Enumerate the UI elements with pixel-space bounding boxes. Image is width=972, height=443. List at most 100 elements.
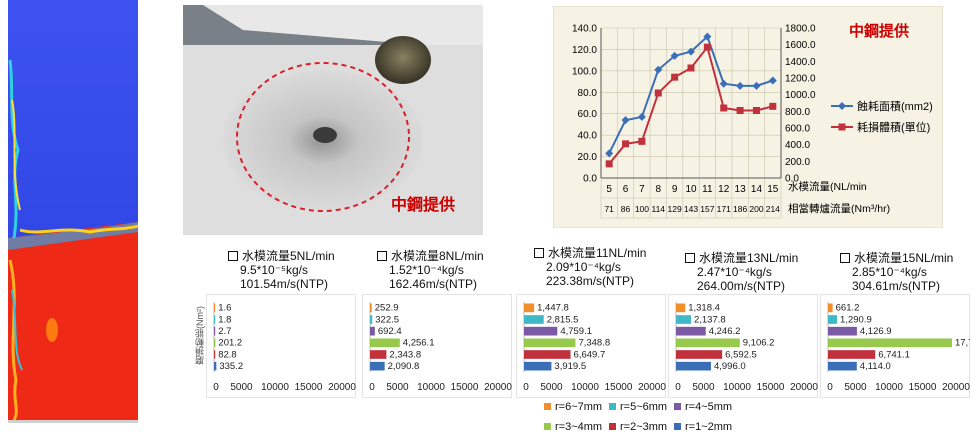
- x-tick-label: 15: [767, 184, 779, 195]
- x-tick-label: 10000: [417, 382, 445, 393]
- x2-tick-label: 171: [717, 204, 731, 214]
- legend-swatch: [544, 403, 551, 410]
- x-tick-label: 5000: [386, 382, 409, 393]
- flow-velocity: 162.46m/s(NTP): [389, 277, 478, 291]
- legend-item-r1-2: r=1~2mm: [674, 421, 732, 433]
- y-right-tick-label: 1000.0: [785, 90, 816, 101]
- data-point-area: [654, 65, 663, 74]
- flow-label-5: 水模流量5NL/min 9.5*10⁻⁵kg/s 101.54m/s(NTP): [228, 249, 335, 291]
- legend-label-area: 蝕耗面積(mm2): [857, 99, 933, 113]
- y-right-tick-label: 1800.0: [785, 24, 816, 35]
- bar-r1-2: [214, 361, 217, 371]
- line-chart-x-label: 水模流量(NL/min: [788, 180, 867, 193]
- legend-label: r=4~5mm: [685, 401, 733, 413]
- bar-r6-7: [524, 303, 535, 313]
- legend-label: r=5~6mm: [620, 401, 668, 413]
- bar-r4-5: [524, 326, 558, 336]
- x-tick-label: 15000: [757, 382, 785, 393]
- x-tick-label: 0: [369, 382, 375, 393]
- x2-tick-label: 214: [766, 204, 780, 214]
- bar-value-label: 9,106.2: [743, 338, 775, 349]
- y-right-tick-label: 200.0: [785, 157, 810, 168]
- bar-value-label: 335.2: [219, 361, 243, 372]
- flow-title: 水模流量13NL/min: [699, 251, 799, 265]
- bar-r3-4: [676, 338, 740, 348]
- bar-value-label: 2.7: [218, 326, 231, 337]
- legend-label: r=3~4mm: [555, 421, 603, 433]
- x-tick-label: 15000: [605, 382, 633, 393]
- x-tick-label: 5000: [230, 382, 253, 393]
- bar-value-label: 2,090.8: [388, 361, 420, 372]
- y-right-tick-label: 1400.0: [785, 57, 816, 68]
- bar-value-label: 3,919.5: [554, 361, 586, 372]
- legend-label: r=6~7mm: [555, 401, 603, 413]
- bar-r2-3: [214, 350, 216, 359]
- flow-mass-rate: 2.85*10⁻⁴kg/s: [852, 265, 927, 279]
- bar-r3-4: [214, 338, 216, 348]
- x-tick-label: 9: [672, 184, 678, 195]
- bar-r1-2: [676, 361, 711, 371]
- x-tick-label: 14: [751, 184, 763, 195]
- bar-r4-5: [370, 326, 375, 336]
- legend-label-weight: 耗損體積(單位): [857, 120, 930, 134]
- bar-r2-3: [828, 350, 876, 359]
- flow-label-11: 水模流量11NL/min 2.09*10⁻⁴kg/s 223.38m/s(NTP…: [534, 246, 646, 288]
- legend-marker-area: [838, 102, 846, 110]
- x-tick-label: 20000: [638, 382, 666, 393]
- x-tick-label: 10000: [571, 382, 599, 393]
- bar-value-label: 2,137.8: [694, 314, 726, 325]
- x-tick-label: 15000: [295, 382, 323, 393]
- flow-velocity: 101.54m/s(NTP): [240, 277, 329, 291]
- y-left-tick-label: 0.0: [583, 174, 597, 185]
- data-point-weight: [720, 104, 728, 112]
- data-point-weight: [622, 140, 630, 148]
- flow-velocity: 264.00m/s(NTP): [697, 279, 786, 293]
- data-point-area: [752, 81, 761, 90]
- x-tick-label: 0: [213, 382, 219, 393]
- legend-item-r4-5: r=4~5mm: [674, 401, 732, 413]
- x-tick-label: 15000: [909, 382, 937, 393]
- x-tick-label: 12: [718, 184, 730, 195]
- legend-item-r5-6: r=5~6mm: [609, 401, 667, 413]
- legend-item-r2-3: r=2~3mm: [609, 421, 667, 433]
- simulation-contour-image: [0, 0, 146, 443]
- bar-chart-15: 661.21,290.94,126.9 17,709.6 6,741.14,114.…: [820, 294, 970, 398]
- checkbox-square-icon: [840, 253, 850, 263]
- line-chart-credit: 中鋼提供: [849, 22, 909, 40]
- flow-label-8: 水模流量8NL/min 1.52*10⁻⁴kg/s 162.46m/s(NTP): [377, 249, 484, 291]
- bar-value-label: 1.8: [218, 314, 231, 325]
- bar-value-label: 7,348.8: [578, 338, 610, 349]
- bar-value-label: 4,246.2: [709, 326, 741, 337]
- y-left-tick-label: 20.0: [578, 152, 598, 163]
- x2-tick-label: 114: [651, 204, 665, 214]
- bar-r2-3: [676, 350, 723, 359]
- legend-item-r6-7: r=6~7mm: [544, 401, 602, 413]
- x-tick-label: 10000: [723, 382, 751, 393]
- bar-value-label: 82.8: [218, 349, 237, 360]
- x-tick-label: 20000: [942, 382, 970, 393]
- data-point-weight: [769, 102, 777, 110]
- x-tick-label: 8: [655, 184, 661, 195]
- data-point-weight: [671, 73, 679, 81]
- flow-mass-rate: 2.47*10⁻⁴kg/s: [697, 265, 772, 279]
- bar-r1-2: [370, 361, 385, 371]
- bar-r5-6: [370, 315, 373, 324]
- x-tick-label: 10000: [875, 382, 903, 393]
- flow-velocity: 304.61m/s(NTP): [852, 279, 941, 293]
- bar-value-label: 1,318.4: [688, 303, 720, 314]
- data-point-area: [768, 76, 777, 85]
- data-point-area: [621, 116, 630, 125]
- data-point-area: [637, 112, 646, 121]
- legend-label: r=2~3mm: [620, 421, 668, 433]
- flow-mass-rate: 9.5*10⁻⁵kg/s: [240, 263, 309, 277]
- data-point-weight: [654, 89, 662, 97]
- flow-label-15: 水模流量15NL/min 2.85*10⁻⁴kg/s 304.61m/s(NTP…: [840, 251, 953, 293]
- bar-chart-11: 1,447.82,815.54,759.17,348.86,649.73,919…: [516, 294, 666, 398]
- bar-value-label: 4,759.1: [560, 326, 592, 337]
- bar-r5-6: [214, 315, 216, 324]
- y-right-tick-label: 0.0: [785, 174, 799, 185]
- bar-value-label: 4,114.0: [860, 361, 891, 372]
- x2-tick-label: 71: [604, 204, 614, 214]
